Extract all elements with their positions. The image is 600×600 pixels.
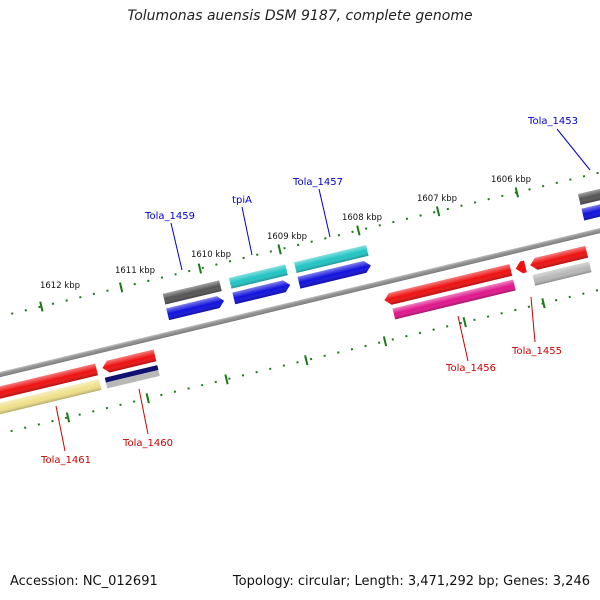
major-tick xyxy=(462,317,467,328)
major-tick xyxy=(514,187,520,198)
reverse-cds-track xyxy=(0,245,589,405)
topology-text: Topology: circular; Length: 3,471,292 bp… xyxy=(232,574,590,589)
kbp-label: 1607 kbp xyxy=(417,194,457,204)
label-leader xyxy=(318,188,331,238)
major-tick xyxy=(541,298,546,309)
gene-label-tola-1460[interactable]: Tola_1460 xyxy=(122,438,173,449)
label-leader xyxy=(55,405,66,452)
kbp-label: 1612 kbp xyxy=(40,281,80,291)
kbp-label: 1609 kbp xyxy=(267,232,307,242)
kbp-labels: 1612 kbp 1611 kbp 1610 kbp 1609 kbp 1608… xyxy=(40,175,531,291)
outer-tick-ring xyxy=(0,167,600,328)
gene-tola-1460-feature[interactable] xyxy=(105,369,160,389)
kbp-label: 1611 kbp xyxy=(115,266,155,276)
label-leader xyxy=(170,222,183,271)
kbp-label: 1606 kbp xyxy=(491,175,531,185)
major-tick xyxy=(118,282,124,293)
gene-label-tola-1459[interactable]: Tola_1459 xyxy=(144,211,195,222)
forward-outer-track xyxy=(162,180,600,305)
major-tick xyxy=(277,244,282,255)
major-tick xyxy=(39,301,44,312)
cds-arrow-reverse[interactable] xyxy=(514,260,527,275)
label-leader xyxy=(138,388,149,435)
inner-tick-ring xyxy=(0,277,600,439)
major-tick xyxy=(382,336,388,347)
major-tick xyxy=(65,412,71,423)
gene-label-tola-1457[interactable]: Tola_1457 xyxy=(292,177,343,188)
label-leader xyxy=(556,128,591,171)
label-leader xyxy=(241,206,253,256)
map-title: Tolumonas auensis DSM 9187, complete gen… xyxy=(127,8,473,24)
major-tick xyxy=(197,263,203,274)
label-leader xyxy=(530,296,536,343)
major-tick xyxy=(356,225,361,236)
forward-gene-labels: Tola_1459 tpiA Tola_1457 Tola_1453 xyxy=(144,116,591,271)
major-tick xyxy=(145,393,150,404)
kbp-label: 1610 kbp xyxy=(191,250,231,260)
label-leader xyxy=(457,315,469,362)
gene-label-tola-1456[interactable]: Tola_1456 xyxy=(445,363,496,374)
major-tick xyxy=(304,355,309,366)
gene-tola-1460-feature[interactable] xyxy=(104,365,159,383)
accession-text: Accession: NC_012691 xyxy=(10,574,158,589)
reverse-gene-labels: Tola_1461 Tola_1460 Tola_1456 Tola_1455 xyxy=(40,296,562,466)
major-tick xyxy=(435,206,441,217)
kbp-label: 1608 kbp xyxy=(342,213,382,223)
gene-label-tola-1461[interactable]: Tola_1461 xyxy=(40,455,91,466)
gene-label-tpia[interactable]: tpiA xyxy=(232,195,252,206)
gene-label-tola-1453[interactable]: Tola_1453 xyxy=(527,116,578,127)
forward-cds-track xyxy=(166,193,600,321)
major-tick xyxy=(224,374,229,385)
reverse-outer-track xyxy=(0,261,592,420)
gene-label-tola-1455[interactable]: Tola_1455 xyxy=(511,346,562,357)
